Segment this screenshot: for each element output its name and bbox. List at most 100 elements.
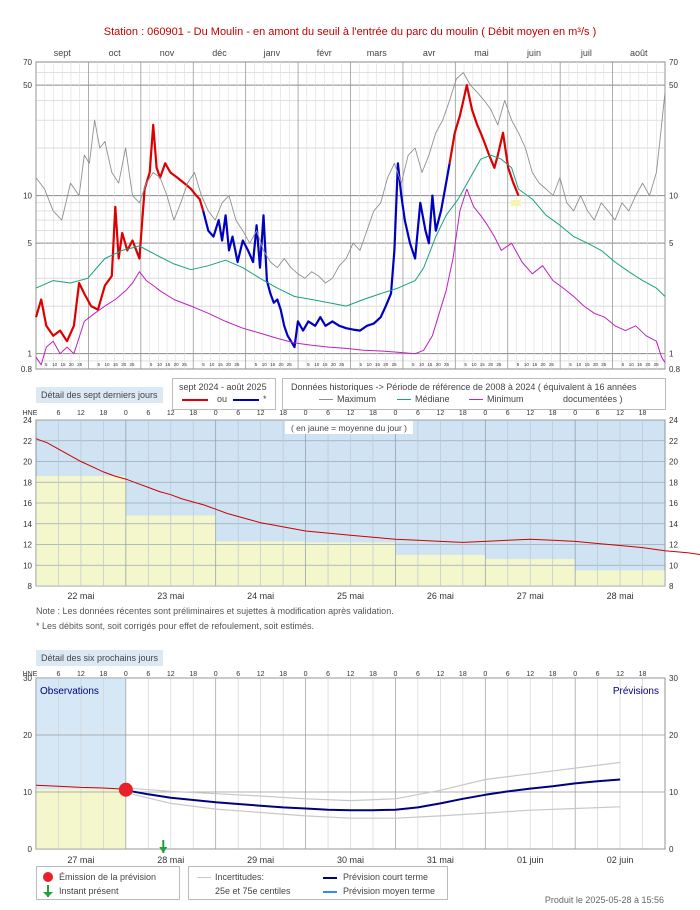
day-tick-label: 10 bbox=[629, 362, 635, 367]
legend-red-swatch bbox=[182, 399, 208, 401]
week-hour-tick: 18 bbox=[639, 410, 647, 417]
legend-forecast-left: Émission de la prévision Instant présent bbox=[36, 866, 180, 900]
y-tick-left: 70 bbox=[23, 58, 32, 67]
fc-series-pr-vision-court-terme bbox=[125, 778, 621, 812]
produced-timestamp: Produit le 2025-05-28 à 15:56 bbox=[544, 895, 664, 905]
day-tick-label: 25 bbox=[234, 362, 240, 367]
fc-day-label: 29 mai bbox=[247, 855, 274, 865]
y-tick-left: 50 bbox=[23, 81, 32, 90]
fc-day-label: 27 mai bbox=[67, 855, 94, 865]
week-y-right: 16 bbox=[669, 499, 678, 508]
legend-star: * bbox=[263, 394, 267, 404]
week-y-left: 24 bbox=[23, 416, 32, 425]
day-tick-label: 25 bbox=[287, 362, 293, 367]
week-hour-tick: 0 bbox=[124, 410, 128, 417]
legend-centiles: 25e et 75e centiles bbox=[215, 886, 291, 896]
fc-day-label: 31 mai bbox=[427, 855, 454, 865]
y-tick-right: 0.8 bbox=[669, 365, 681, 374]
fc-hour-tick: 0 bbox=[214, 671, 218, 678]
day-tick-label: 25 bbox=[339, 362, 345, 367]
y-tick-left: 0.8 bbox=[21, 365, 33, 374]
day-tick-label: 5 bbox=[569, 362, 572, 367]
month-label: nov bbox=[160, 48, 175, 58]
week-hour-tick: 6 bbox=[57, 410, 61, 417]
day-tick-label: 5 bbox=[464, 362, 467, 367]
week-day-label: 28 mai bbox=[607, 591, 634, 601]
series-minimum bbox=[35, 188, 666, 366]
week-y-right: 12 bbox=[669, 541, 678, 550]
day-tick-label: 20 bbox=[645, 362, 651, 367]
legend-moyen-swatch bbox=[323, 891, 337, 893]
week-y-right: 24 bbox=[669, 416, 678, 425]
week-hour-tick: 18 bbox=[189, 410, 197, 417]
tab-six-days[interactable]: Détail des six prochains jours bbox=[36, 650, 164, 666]
week-hour-tick: 12 bbox=[526, 410, 534, 417]
legend-present: Instant présent bbox=[59, 886, 119, 896]
day-tick-label: 25 bbox=[654, 362, 660, 367]
day-tick-label: 5 bbox=[150, 362, 153, 367]
week-series bbox=[35, 438, 700, 556]
fc-day-label: 02 juin bbox=[607, 855, 634, 865]
day-tick-label: 5 bbox=[412, 362, 415, 367]
week-hour-tick: 18 bbox=[279, 410, 287, 417]
y-tick-left: 5 bbox=[28, 239, 33, 248]
day-tick-label: 25 bbox=[77, 362, 83, 367]
week-hour-tick: 6 bbox=[236, 410, 240, 417]
week-hour-tick: 12 bbox=[257, 410, 265, 417]
tab-seven-days[interactable]: Détail des sept derniers jours bbox=[36, 387, 163, 403]
week-hour-tick: 0 bbox=[573, 410, 577, 417]
fc-hour-tick: 18 bbox=[189, 671, 197, 678]
fc-y-right: 10 bbox=[669, 788, 678, 797]
week-hour-tick: 6 bbox=[506, 410, 510, 417]
note-corrected: * Les débits sont, soit corrigés pour ef… bbox=[36, 621, 314, 631]
fc-hour-tick: 6 bbox=[326, 671, 330, 678]
fc-hour-tick: 18 bbox=[369, 671, 377, 678]
fc-hour-tick: 6 bbox=[236, 671, 240, 678]
observations-label: Observations bbox=[40, 686, 99, 697]
day-tick-label: 10 bbox=[105, 362, 111, 367]
week-day-label: 22 mai bbox=[67, 591, 94, 601]
legend-incert-swatch bbox=[197, 877, 211, 878]
fc-hour-tick: 18 bbox=[459, 671, 467, 678]
week-y-left: 22 bbox=[23, 437, 32, 446]
week-day-label: 23 mai bbox=[157, 591, 184, 601]
series-sept-2024-ao-t-2025 bbox=[34, 123, 205, 343]
legend-year-title: sept 2024 - août 2025 bbox=[179, 382, 267, 392]
week-y-left: 10 bbox=[23, 561, 32, 570]
day-tick-label: 10 bbox=[419, 362, 425, 367]
day-tick-label: 15 bbox=[218, 362, 224, 367]
day-tick-label: 15 bbox=[427, 362, 433, 367]
previsions-label: Prévisions bbox=[613, 686, 659, 697]
day-tick-label: 10 bbox=[524, 362, 530, 367]
month-label: avr bbox=[423, 48, 436, 58]
series-sept-2024-ao-t-2025-suite- bbox=[448, 84, 520, 197]
legend-med: Médiane bbox=[415, 394, 450, 404]
week-hour-tick: 0 bbox=[393, 410, 397, 417]
day-tick-label: 10 bbox=[52, 362, 58, 367]
week-hour-tick: 0 bbox=[214, 410, 218, 417]
day-tick-label: 20 bbox=[593, 362, 599, 367]
series-m-diane bbox=[35, 154, 666, 307]
week-hour-tick: 18 bbox=[369, 410, 377, 417]
day-tick-label: 20 bbox=[541, 362, 547, 367]
day-tick-label: 15 bbox=[480, 362, 486, 367]
week-day-label: 26 mai bbox=[427, 591, 454, 601]
present-icon bbox=[43, 885, 53, 897]
legend-moyen: Prévision moyen terme bbox=[343, 886, 436, 896]
day-tick-label: 5 bbox=[517, 362, 520, 367]
week-y-right: 10 bbox=[669, 561, 678, 570]
y-tick-right: 50 bbox=[669, 81, 678, 90]
week-hour-tick: 0 bbox=[304, 410, 308, 417]
week-hour-tick: HNE bbox=[23, 410, 38, 417]
legend-emission: Émission de la prévision bbox=[59, 872, 157, 882]
fc-hour-tick: 12 bbox=[616, 671, 624, 678]
fc-hour-tick: 0 bbox=[573, 671, 577, 678]
fc-hour-tick: 0 bbox=[124, 671, 128, 678]
month-label: sept bbox=[54, 48, 72, 58]
current-week-marker bbox=[510, 199, 521, 206]
legend-min: Minimum bbox=[487, 394, 524, 404]
fc-hour-tick: 6 bbox=[416, 671, 420, 678]
legend-incert: Incertitudes: bbox=[215, 872, 265, 882]
fc-hour-tick: 12 bbox=[526, 671, 534, 678]
y-tick-right: 1 bbox=[669, 350, 674, 359]
